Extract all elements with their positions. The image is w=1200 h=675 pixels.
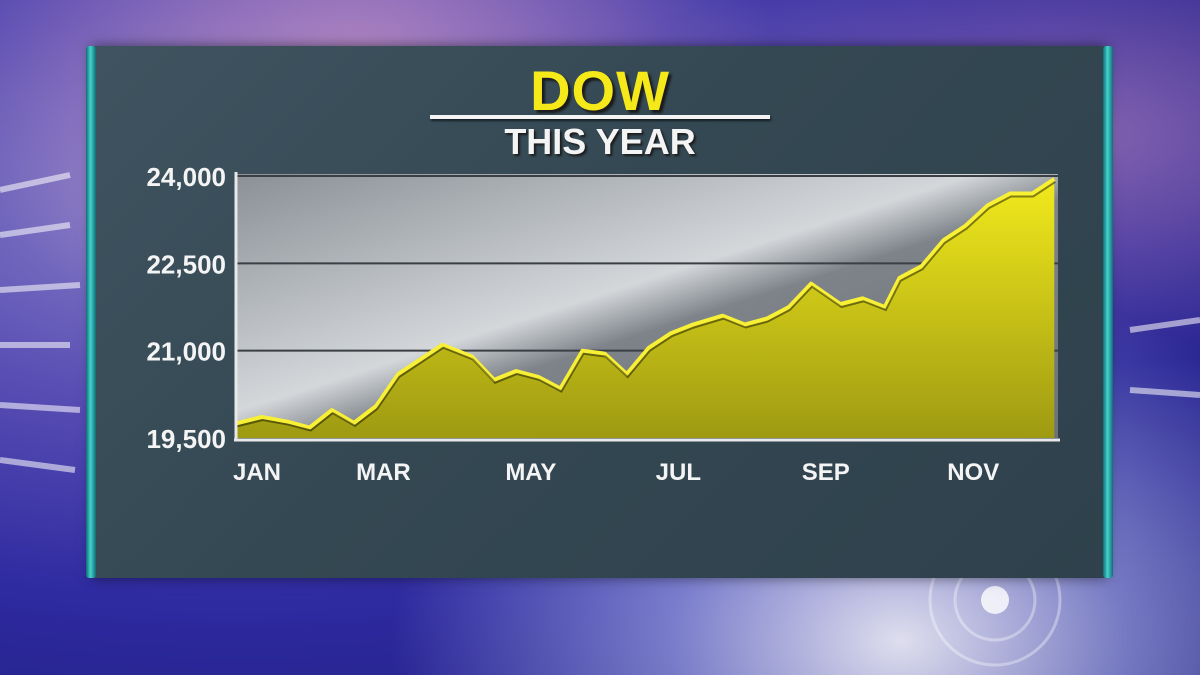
- x-tick-label: JAN: [233, 459, 281, 486]
- y-tick-label: 21,000: [146, 337, 226, 367]
- series-line-shadow: [236, 181, 1056, 432]
- chart-subtitle: THIS YEAR: [504, 121, 696, 162]
- y-tick-label: 24,000: [146, 162, 226, 192]
- series-line: [235, 177, 1056, 430]
- x-tick-label: MAR: [356, 459, 411, 486]
- x-tick-label: NOV: [947, 459, 999, 486]
- y-tick-label: 22,500: [146, 249, 226, 279]
- x-tick-label: JUL: [656, 459, 701, 486]
- chart-title: DOW: [530, 59, 670, 122]
- y-tick-label: 19,500: [146, 424, 226, 454]
- panel-left-edge: [86, 46, 96, 578]
- area-fill: [236, 178, 1055, 438]
- x-tick-label: MAY: [505, 459, 556, 486]
- title-divider: [430, 115, 770, 119]
- x-tick-label: SEP: [802, 459, 850, 486]
- panel-right-edge: [1103, 46, 1113, 578]
